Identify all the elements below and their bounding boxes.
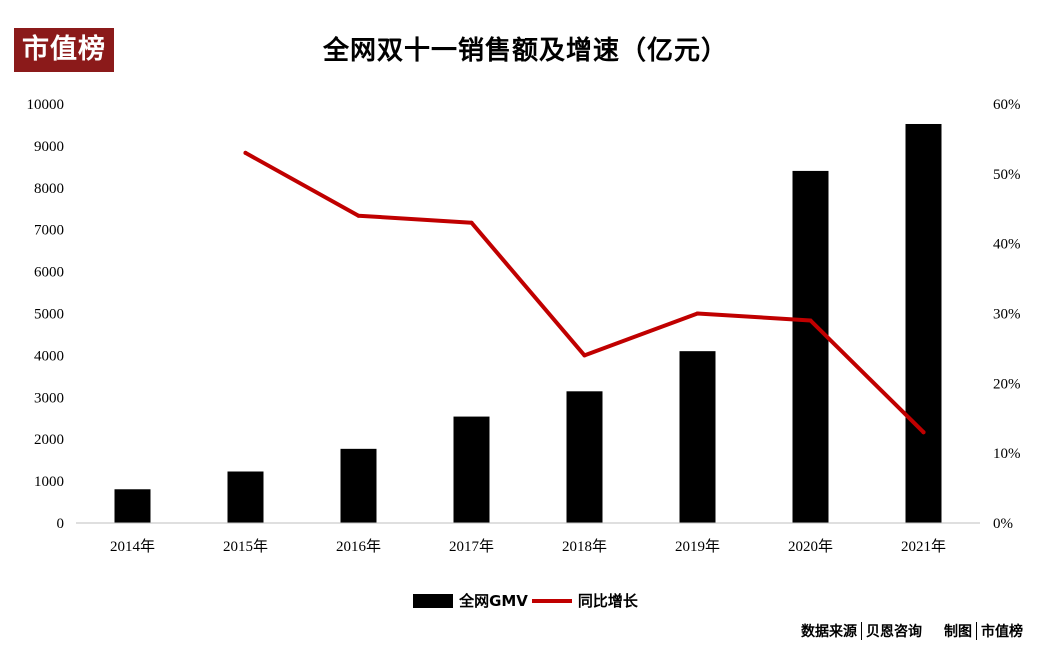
- y-right-tick-label: 30%: [993, 307, 1021, 323]
- bar: [340, 448, 377, 523]
- brand-logo: 市值榜: [14, 28, 114, 72]
- line-point: [582, 353, 587, 358]
- y-left-tick-label: 0: [57, 516, 65, 532]
- bar: [905, 123, 942, 523]
- legend-item-line: 同比增长: [528, 590, 638, 611]
- legend-label-line: 同比增长: [577, 592, 638, 610]
- x-tick-label: 2014年: [110, 538, 155, 555]
- bar: [114, 489, 151, 523]
- right-axis: 0% 10% 20% 30% 40% 50% 60%: [993, 97, 1021, 532]
- x-tick-label: 2015年: [223, 538, 268, 555]
- y-left-tick-label: 5000: [34, 307, 64, 323]
- line-point: [695, 311, 700, 316]
- bar: [566, 391, 603, 523]
- bar: [453, 416, 490, 523]
- legend: 全网GMV 同比增长: [0, 590, 1051, 611]
- y-left-tick-label: 9000: [34, 139, 64, 155]
- x-tick-label: 2021年: [901, 538, 946, 555]
- source-org: 贝恩咨询: [866, 624, 922, 640]
- y-right-tick-label: 0%: [993, 516, 1013, 532]
- line-point: [243, 150, 248, 155]
- y-left-tick-label: 1000: [34, 474, 64, 490]
- left-axis: 0 1000 2000 3000 4000 5000 6000 7000 8000 9000 100…: [27, 97, 65, 532]
- source-separator: [861, 622, 862, 640]
- made-label: 制图: [944, 624, 972, 640]
- legend-label-bar: 全网GMV: [459, 592, 528, 610]
- x-tick-label: 2017年: [449, 538, 494, 555]
- line-point: [356, 213, 361, 218]
- x-tick-label: 2019年: [675, 538, 720, 555]
- y-left-tick-label: 4000: [34, 348, 64, 364]
- bar-series: [114, 123, 942, 523]
- legend-swatch-bar: [413, 593, 454, 608]
- y-right-tick-label: 10%: [993, 446, 1021, 462]
- y-left-tick-label: 7000: [34, 223, 64, 239]
- source-label: 数据来源: [801, 624, 857, 640]
- source-credit: 数据来源 贝恩咨询 制图 市值榜: [801, 621, 1023, 641]
- y-left-tick-label: 2000: [34, 432, 64, 448]
- y-right-tick-label: 60%: [993, 97, 1021, 113]
- y-left-tick-label: 3000: [34, 390, 64, 406]
- line-point: [469, 220, 474, 225]
- bar: [227, 471, 264, 523]
- made-by: 市值榜: [981, 624, 1023, 640]
- legend-swatch-line: [531, 598, 572, 603]
- x-axis: 2014年 2015年 2016年 2017年 2018年 2019年 2020年 2021年: [76, 522, 980, 555]
- y-right-tick-label: 50%: [993, 167, 1021, 183]
- y-left-tick-label: 6000: [34, 265, 64, 281]
- y-left-tick-label: 8000: [34, 181, 64, 197]
- line-point: [808, 318, 813, 323]
- y-right-tick-label: 20%: [993, 376, 1021, 392]
- made-separator: [976, 622, 977, 640]
- x-tick-label: 2020年: [788, 538, 833, 555]
- bar: [792, 170, 829, 523]
- x-tick-label: 2016年: [336, 538, 381, 555]
- x-tick-label: 2018年: [562, 538, 607, 555]
- line-point: [921, 430, 926, 435]
- line-series: [243, 150, 926, 435]
- chart-title: 全网双十一销售额及增速（亿元）: [322, 36, 728, 66]
- bar: [679, 351, 716, 523]
- y-left-tick-label: 10000: [27, 97, 65, 113]
- legend-item-bar: 全网GMV: [413, 590, 528, 611]
- y-right-tick-label: 40%: [993, 237, 1021, 253]
